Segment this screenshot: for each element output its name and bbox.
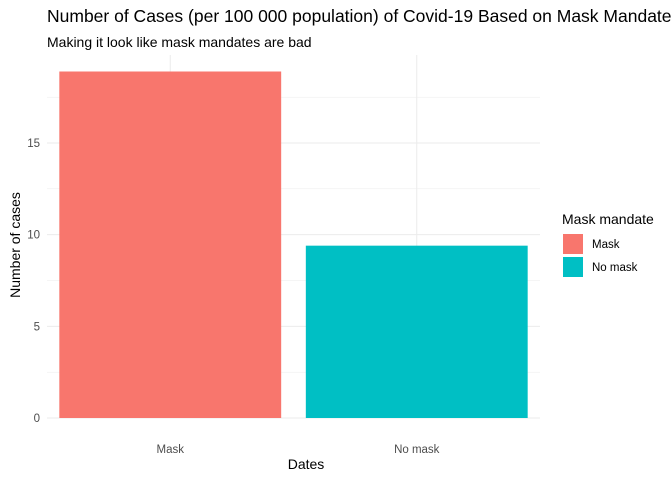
x-tick-label: Mask (157, 444, 185, 456)
legend-label: Mask (592, 239, 620, 251)
x-axis-title: Dates (288, 456, 325, 472)
legend-swatch (563, 257, 583, 277)
y-tick-label: 10 (27, 230, 40, 242)
bar (59, 71, 282, 418)
y-tick-label: 5 (34, 321, 40, 333)
legend: Mask mandate Mask No mask (562, 211, 654, 277)
y-axis-ticks: 0 5 10 15 (27, 138, 40, 425)
y-axis-title: Number of cases (7, 192, 23, 298)
legend-title: Mask mandate (562, 211, 654, 227)
legend-label: No mask (592, 262, 638, 274)
x-axis-ticks: Mask No mask (157, 444, 440, 456)
chart-subtitle: Making it look like mask mandates are ba… (47, 34, 312, 50)
x-tick-label: No mask (394, 444, 440, 456)
y-tick-label: 15 (27, 138, 40, 150)
bar (305, 245, 528, 418)
chart-title: Number of Cases (per 100 000 population)… (47, 6, 672, 26)
bars (59, 71, 528, 418)
y-tick-label: 0 (34, 413, 40, 425)
legend-swatch (563, 234, 583, 254)
